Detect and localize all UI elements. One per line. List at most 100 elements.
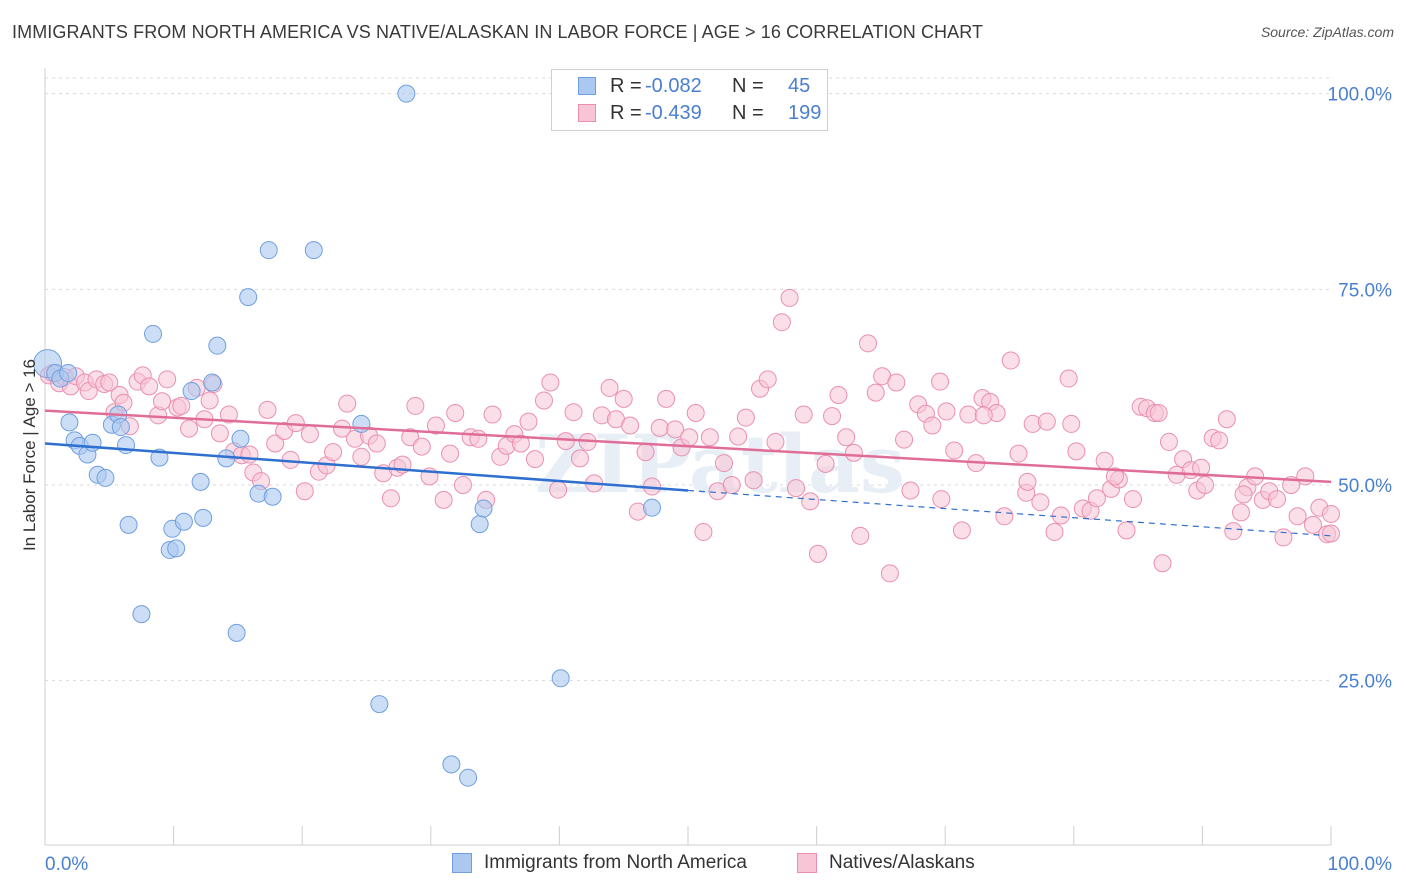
data-point-immigrants <box>83 433 102 452</box>
data-point-immigrants <box>182 382 201 401</box>
data-point-natives <box>816 454 835 473</box>
data-point-immigrants <box>231 429 250 448</box>
data-point-natives <box>1195 475 1214 494</box>
data-point-natives <box>780 288 799 307</box>
data-point-natives <box>1153 554 1172 573</box>
data-point-natives <box>901 481 920 500</box>
trend-lines <box>44 409 1332 537</box>
data-point-natives <box>686 403 705 422</box>
data-point-natives <box>636 443 655 462</box>
data-point-natives <box>995 507 1014 526</box>
data-point-natives <box>1087 489 1106 508</box>
data-point-natives <box>200 391 219 410</box>
data-point-natives <box>952 521 971 540</box>
data-point-natives <box>367 434 386 453</box>
data-point-natives <box>180 419 199 438</box>
legend-r-value: -0.439 <box>645 101 702 124</box>
legend-r-label: R = <box>610 101 642 124</box>
data-point-natives <box>240 445 259 464</box>
data-point-natives <box>352 447 371 466</box>
data-point-natives <box>844 443 863 462</box>
legend-label: Natives/Alaskans <box>829 852 975 873</box>
data-point-natives <box>210 424 229 443</box>
y-axis-label: In Labor Force | Age > 16 <box>20 358 39 552</box>
data-point-immigrants <box>194 508 213 527</box>
data-point-natives <box>680 428 699 447</box>
data-point-natives <box>945 441 964 460</box>
data-point-natives <box>406 396 425 415</box>
legend-n-label: N = <box>732 74 764 97</box>
data-point-natives <box>441 444 460 463</box>
data-point-immigrants <box>370 695 389 714</box>
data-point-immigrants <box>470 515 489 534</box>
data-point-immigrants <box>144 324 163 343</box>
data-point-natives <box>614 389 633 408</box>
data-point-immigrants <box>191 472 210 491</box>
data-point-natives <box>453 475 472 494</box>
data-point-natives <box>1045 522 1064 541</box>
data-point-natives <box>469 429 488 448</box>
data-point-natives <box>1059 369 1078 388</box>
grid-lines <box>45 77 1331 682</box>
source-label: Source: ZipAtlas.com <box>1260 24 1394 40</box>
data-point-natives <box>1009 444 1028 463</box>
data-point-immigrants <box>239 288 258 307</box>
data-point-natives <box>258 400 277 419</box>
data-point-natives <box>932 490 951 509</box>
data-point-natives <box>880 564 899 583</box>
legend-item-natives[interactable]: Natives/Alaskans <box>797 852 975 874</box>
data-point-immigrants <box>132 605 151 624</box>
data-point-natives <box>140 377 159 396</box>
legend-row-immigrants: R = -0.082 N = 45 <box>552 73 827 99</box>
legend-n-value: 45 <box>788 74 811 97</box>
data-point-natives <box>758 370 777 389</box>
data-point-natives <box>1296 467 1315 486</box>
data-point-immigrants <box>551 669 570 688</box>
data-point-natives <box>787 479 806 498</box>
series-immigrants-north-america <box>33 84 661 787</box>
data-point-natives <box>1159 432 1178 451</box>
data-point-natives <box>525 450 544 469</box>
data-point-natives <box>1267 490 1286 509</box>
data-point-natives <box>1274 528 1293 547</box>
data-point-immigrants <box>459 768 478 787</box>
data-point-natives <box>1322 524 1340 543</box>
data-point-natives <box>766 432 785 451</box>
data-point-immigrants <box>397 84 416 103</box>
data-point-immigrants <box>442 755 461 774</box>
data-point-natives <box>1117 521 1136 540</box>
legend-item-immigrants[interactable]: Immigrants from North America <box>452 852 747 874</box>
data-point-natives <box>974 406 993 425</box>
data-point-natives <box>426 416 445 435</box>
data-point-natives <box>772 313 791 332</box>
data-point-immigrants <box>111 418 130 437</box>
data-point-natives <box>338 394 357 413</box>
series-legend: Immigrants from North America Natives/Al… <box>0 852 1406 878</box>
data-point-natives <box>959 405 978 424</box>
data-point-natives <box>556 432 575 451</box>
data-point-natives <box>100 373 119 392</box>
data-point-natives <box>549 480 568 499</box>
data-point-natives <box>1224 522 1243 541</box>
data-point-natives <box>722 475 741 494</box>
data-point-natives <box>1018 472 1037 491</box>
legend-n-label: N = <box>732 101 764 124</box>
data-point-immigrants <box>167 539 186 558</box>
data-point-natives <box>744 471 763 490</box>
data-point-natives <box>541 373 560 392</box>
legend-swatch-blue <box>452 853 472 873</box>
data-point-natives <box>1210 431 1229 450</box>
data-point-natives <box>1231 503 1250 522</box>
data-point-immigrants <box>227 623 246 642</box>
data-point-natives <box>1095 451 1114 470</box>
data-point-immigrants <box>263 487 282 506</box>
data-point-natives <box>266 434 285 453</box>
data-point-natives <box>381 489 400 508</box>
legend-row-natives: R = -0.439 N = 199 <box>552 100 827 126</box>
data-point-immigrants <box>642 498 661 517</box>
data-point-natives <box>564 403 583 422</box>
legend-label: Immigrants from North America <box>484 852 747 873</box>
data-point-natives <box>700 428 719 447</box>
data-point-natives <box>1051 506 1070 525</box>
data-point-immigrants <box>174 512 193 531</box>
